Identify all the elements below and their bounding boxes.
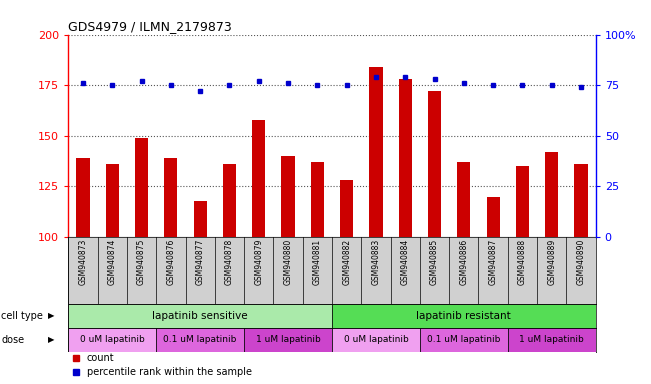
Text: 0.1 uM lapatinib: 0.1 uM lapatinib [427, 335, 501, 344]
Bar [68, 328, 156, 352]
Text: GSM940885: GSM940885 [430, 239, 439, 285]
Text: 0.1 uM lapatinib: 0.1 uM lapatinib [163, 335, 237, 344]
Bar [369, 67, 383, 237]
Text: GSM940882: GSM940882 [342, 239, 351, 285]
Text: GSM940875: GSM940875 [137, 239, 146, 285]
Bar [545, 152, 559, 237]
Bar [508, 328, 596, 352]
Text: GSM940887: GSM940887 [489, 239, 497, 285]
Text: GSM940877: GSM940877 [196, 239, 204, 285]
Bar [457, 162, 471, 237]
Bar [193, 201, 207, 237]
Text: ▶: ▶ [48, 335, 54, 344]
Bar [244, 328, 332, 352]
Text: GSM940883: GSM940883 [372, 239, 380, 285]
Text: percentile rank within the sample: percentile rank within the sample [87, 367, 252, 377]
Bar [340, 180, 353, 237]
Bar [420, 328, 508, 352]
Text: GSM940886: GSM940886 [460, 239, 468, 285]
Bar [105, 164, 119, 237]
Text: GSM940876: GSM940876 [167, 239, 175, 285]
Bar [428, 91, 441, 237]
Text: GSM940880: GSM940880 [284, 239, 292, 285]
Bar [332, 328, 420, 352]
Bar [398, 79, 412, 237]
Text: dose: dose [1, 334, 25, 344]
Text: GSM940878: GSM940878 [225, 239, 234, 285]
Bar [281, 156, 295, 237]
Text: 0 uM lapatinib: 0 uM lapatinib [80, 335, 145, 344]
Text: GSM940879: GSM940879 [255, 239, 263, 285]
Text: count: count [87, 353, 115, 362]
Bar [68, 304, 332, 328]
Text: ▶: ▶ [48, 311, 54, 320]
Bar [164, 158, 178, 237]
Text: 1 uM lapatinib: 1 uM lapatinib [256, 335, 320, 344]
Text: GSM940890: GSM940890 [577, 239, 585, 285]
Bar [252, 120, 266, 237]
Text: GDS4979 / ILMN_2179873: GDS4979 / ILMN_2179873 [68, 20, 232, 33]
Bar [135, 138, 148, 237]
Text: GSM940881: GSM940881 [313, 239, 322, 285]
Bar [332, 304, 596, 328]
Text: GSM940888: GSM940888 [518, 239, 527, 285]
Text: GSM940874: GSM940874 [108, 239, 117, 285]
Text: lapatinib resistant: lapatinib resistant [417, 311, 511, 321]
Text: cell type: cell type [1, 311, 43, 321]
Text: GSM940889: GSM940889 [547, 239, 556, 285]
Bar [486, 197, 500, 237]
Text: GSM940873: GSM940873 [79, 239, 87, 285]
Bar [156, 328, 244, 352]
Bar [574, 164, 588, 237]
Text: lapatinib sensitive: lapatinib sensitive [152, 311, 248, 321]
Bar [311, 162, 324, 237]
Text: 0 uM lapatinib: 0 uM lapatinib [344, 335, 408, 344]
Bar [76, 158, 90, 237]
Bar [223, 164, 236, 237]
Text: 1 uM lapatinib: 1 uM lapatinib [519, 335, 584, 344]
Bar [516, 166, 529, 237]
Text: GSM940884: GSM940884 [401, 239, 409, 285]
